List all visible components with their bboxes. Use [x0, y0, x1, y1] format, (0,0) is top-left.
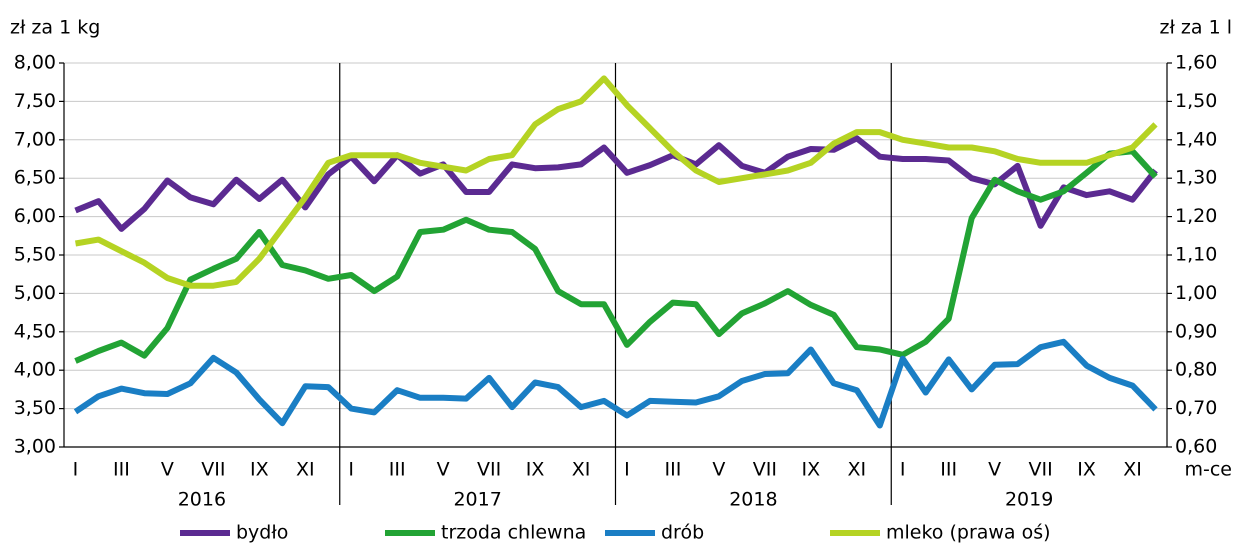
- x-tick-label: III: [940, 459, 957, 481]
- x-tick-label: III: [113, 459, 130, 481]
- x-tick-label: VII: [201, 459, 225, 481]
- x-tick-label: XI: [296, 459, 315, 481]
- x-tick-label: III: [389, 459, 406, 481]
- y2-axis-label: zł za 1 l: [1160, 17, 1232, 39]
- y2-tick-label: 0,90: [1175, 320, 1217, 342]
- y2-tick-label: 1,20: [1175, 205, 1217, 227]
- x-tick-label: V: [712, 459, 725, 481]
- y-tick-label: 5,50: [14, 244, 56, 266]
- series-line: [74, 148, 1158, 364]
- series-line: [74, 135, 1158, 232]
- y2-tick-label: 0,60: [1175, 436, 1217, 458]
- x-tick-label: IX: [1077, 459, 1096, 481]
- legend-label: bydło: [236, 522, 288, 544]
- series-line: [73, 338, 1158, 429]
- x-tick-label: XI: [572, 459, 591, 481]
- series-line: [74, 75, 1158, 289]
- year-label: 2017: [453, 489, 501, 511]
- x-tick-label: V: [437, 459, 450, 481]
- x-axis-label: m-ce: [1185, 459, 1233, 481]
- y2-tick-label: 0,70: [1175, 397, 1217, 419]
- y-tick-label: 4,00: [14, 359, 56, 381]
- y-tick-label: 8,00: [14, 52, 56, 74]
- x-tick-label: VII: [753, 459, 777, 481]
- y2-tick-label: 1,30: [1175, 167, 1217, 189]
- x-tick-label: I: [900, 459, 906, 481]
- y2-tick-label: 1,00: [1175, 282, 1217, 304]
- x-tick-label: I: [624, 459, 630, 481]
- x-tick-label: VII: [1029, 459, 1053, 481]
- y2-tick-label: 1,10: [1175, 244, 1217, 266]
- y-tick-label: 7,50: [14, 90, 56, 112]
- y-tick-label: 6,00: [14, 205, 56, 227]
- x-tick-label: XI: [847, 459, 866, 481]
- y2-tick-label: 1,40: [1175, 128, 1217, 150]
- y-tick-label: 4,50: [14, 320, 56, 342]
- x-tick-label: I: [73, 459, 79, 481]
- y-axis-label: zł za 1 kg: [10, 17, 100, 39]
- y-tick-label: 3,50: [14, 397, 56, 419]
- legend-label: drób: [661, 522, 704, 544]
- y2-tick-label: 1,60: [1175, 52, 1217, 74]
- y2-tick-label: 0,80: [1175, 359, 1217, 381]
- x-tick-label: V: [161, 459, 174, 481]
- x-tick-label: IX: [250, 459, 269, 481]
- y2-tick-label: 1,50: [1175, 90, 1217, 112]
- y-tick-label: 6,50: [14, 167, 56, 189]
- year-label: 2016: [178, 489, 226, 511]
- y-tick-label: 3,00: [14, 436, 56, 458]
- legend-label: trzoda chlewna: [441, 522, 586, 544]
- y-tick-label: 7,00: [14, 128, 56, 150]
- x-tick-label: XI: [1123, 459, 1142, 481]
- x-tick-label: III: [665, 459, 682, 481]
- x-tick-label: IX: [802, 459, 821, 481]
- year-label: 2018: [729, 489, 777, 511]
- x-tick-label: I: [348, 459, 354, 481]
- year-label: 2019: [1005, 489, 1053, 511]
- x-tick-label: IX: [526, 459, 545, 481]
- x-tick-label: VII: [477, 459, 501, 481]
- y-tick-label: 5,00: [14, 282, 56, 304]
- x-tick-label: V: [988, 459, 1001, 481]
- legend-label: mleko (prawa oś): [886, 522, 1051, 544]
